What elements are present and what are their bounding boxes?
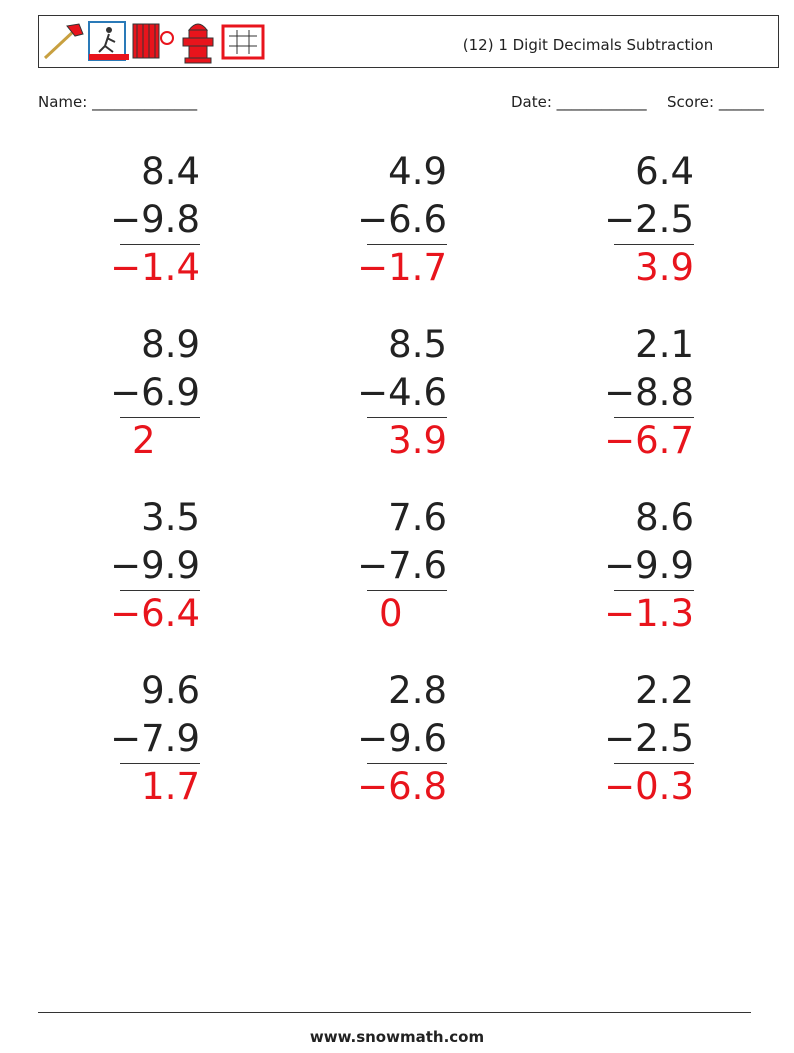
bottom-number: −2.5 [604, 198, 694, 241]
answer: 0 [379, 592, 403, 635]
answer-rule [367, 763, 447, 764]
header-box [38, 15, 779, 68]
answer-rule [120, 763, 200, 764]
top-number: 2.2 [635, 669, 694, 712]
answer: −1.4 [110, 246, 200, 289]
exit-icon [88, 21, 129, 61]
answer-rule [120, 244, 200, 245]
answer: −1.7 [357, 246, 447, 289]
bottom-number: −7.9 [110, 717, 200, 760]
answer: 3.9 [388, 419, 447, 462]
axe-icon [43, 23, 84, 60]
answer: −0.3 [604, 765, 694, 808]
top-number: 8.9 [141, 323, 200, 366]
footer-rule [38, 1012, 751, 1013]
answer-rule [120, 590, 200, 591]
name-field: Name: ______________ [38, 93, 198, 111]
answer-rule [367, 417, 447, 418]
score-field: Score: ______ [667, 93, 764, 111]
answer: −6.7 [604, 419, 694, 462]
bottom-number: −9.6 [357, 717, 447, 760]
panel-icon [221, 24, 265, 60]
bottom-number: −9.8 [110, 198, 200, 241]
answer: 1.7 [141, 765, 200, 808]
hydrant-icon [182, 23, 214, 64]
answer-rule [367, 590, 447, 591]
top-number: 2.8 [388, 669, 447, 712]
answer: 2 [132, 419, 156, 462]
header-icons [43, 21, 265, 64]
bottom-number: −4.6 [357, 371, 447, 414]
date-field: Date: ____________ [511, 93, 647, 111]
bottom-number: −7.6 [357, 544, 447, 587]
top-number: 9.6 [141, 669, 200, 712]
bottom-number: −9.9 [110, 544, 200, 587]
top-number: 4.9 [388, 150, 447, 193]
top-number: 8.6 [635, 496, 694, 539]
answer: 3.9 [635, 246, 694, 289]
hose-icon [132, 23, 174, 59]
answer-rule [614, 590, 694, 591]
title: (12) 1 Digit Decimals Subtraction [462, 36, 714, 54]
top-number: 3.5 [141, 496, 200, 539]
answer-rule [614, 244, 694, 245]
bottom-number: −2.5 [604, 717, 694, 760]
answer: −6.8 [357, 765, 447, 808]
answer-rule [367, 244, 447, 245]
bottom-number: −6.9 [110, 371, 200, 414]
top-number: 6.4 [635, 150, 694, 193]
top-number: 7.6 [388, 496, 447, 539]
top-number: 8.5 [388, 323, 447, 366]
bottom-number: −6.6 [357, 198, 447, 241]
answer-rule [614, 763, 694, 764]
top-number: 8.4 [141, 150, 200, 193]
answer-rule [614, 417, 694, 418]
footer: www.snowmath.com [309, 1028, 485, 1046]
bottom-number: −9.9 [604, 544, 694, 587]
answer: −1.3 [604, 592, 694, 635]
bottom-number: −8.8 [604, 371, 694, 414]
top-number: 2.1 [635, 323, 694, 366]
answer: −6.4 [110, 592, 200, 635]
answer-rule [120, 417, 200, 418]
